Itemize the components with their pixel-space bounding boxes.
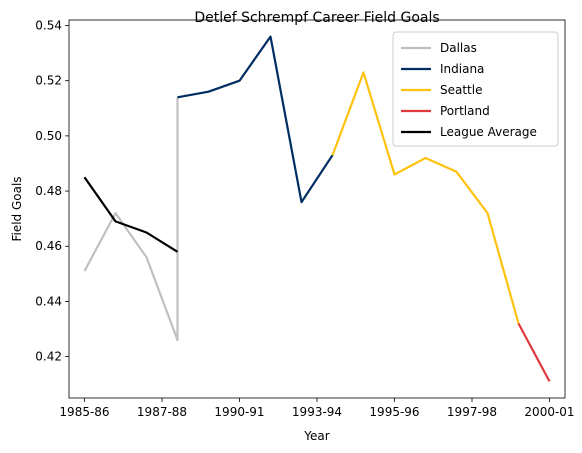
y-tick-label: 0.46 (35, 239, 62, 253)
legend-label-portland: Portland (440, 104, 490, 118)
legend-label-seattle: Seattle (440, 83, 482, 97)
legend-label-league-average: League Average (440, 125, 537, 139)
series-line-dallas (83, 97, 179, 342)
legend: Dallas Indiana Seattle Portland League Avera… (392, 31, 559, 147)
legend-label-dallas: Dallas (440, 41, 477, 55)
y-tick-label: 0.54 (35, 19, 62, 33)
x-tick-label: 1985-86 (59, 405, 109, 419)
legend-box (392, 31, 559, 147)
x-tick-label: 1995-96 (369, 405, 419, 419)
x-tick-label: 1990-91 (214, 405, 264, 419)
series-line-seattle (331, 71, 520, 324)
x-axis-label: Year (303, 429, 329, 443)
legend-label-indiana: Indiana (440, 62, 484, 76)
y-axis: 0.42 0.44 0.46 0.48 0.50 0.52 0.54 (35, 19, 69, 364)
chart-title: Detlef Schrempf Career Field Goals (194, 10, 439, 26)
series-layer (83, 35, 551, 382)
series-line-league-average (83, 176, 179, 253)
y-tick-label: 0.48 (35, 184, 62, 198)
y-tick-label: 0.44 (35, 294, 62, 308)
y-tick-label: 0.50 (35, 129, 62, 143)
x-tick-label: 1993-94 (292, 405, 342, 419)
y-tick-label: 0.52 (35, 74, 62, 88)
y-tick-label: 0.42 (35, 350, 62, 364)
x-tick-label: 2000-01 (524, 405, 574, 419)
series-line-portland (517, 322, 551, 382)
x-axis: 1985-86 1987-88 1990-91 1993-94 1995-96 1997-… (59, 398, 575, 419)
x-tick-label: 1997-98 (447, 405, 497, 419)
series-line-indiana (177, 35, 334, 204)
x-tick-label: 1987-88 (137, 405, 187, 419)
y-axis-label: Field Goals (10, 176, 24, 241)
